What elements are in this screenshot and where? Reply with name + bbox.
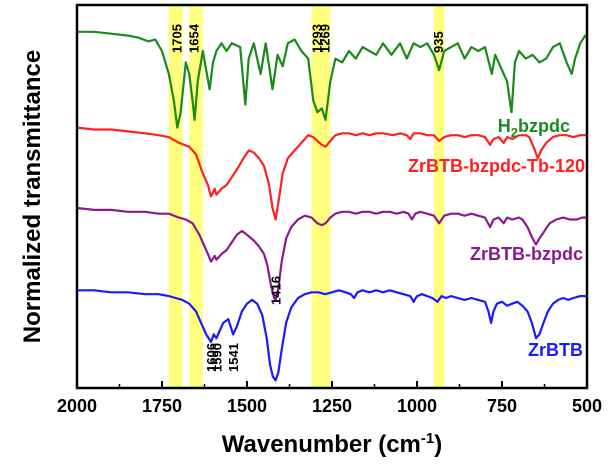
band-label-3: 1269	[318, 24, 333, 53]
highlight-band-0	[168, 5, 183, 388]
y-axis-title: Normalized transmittance	[19, 50, 46, 343]
series-line-3	[77, 289, 587, 382]
band-label-4: 935	[431, 31, 446, 53]
x-tick-label-5: 750	[487, 396, 517, 416]
peak-label-3: 1416	[269, 276, 284, 305]
x-tick-label-1: 1750	[142, 396, 182, 416]
peak-label-1: 1590	[209, 343, 224, 372]
series-label-0: H2bzpdc	[498, 116, 570, 140]
x-tick-label-0: 2000	[57, 396, 97, 416]
x-tick-label-3: 1250	[312, 396, 352, 416]
peak-label-2: 1541	[226, 343, 241, 372]
band-label-2: 1293	[309, 24, 324, 53]
x-tick-label-4: 1000	[397, 396, 437, 416]
series-labels: H2bzpdc ZrBTB-bzpdc-Tb-120 ZrBTB-bzpdc ZrBT…	[408, 116, 585, 360]
series-label-2: ZrBTB-bzpdc	[470, 244, 583, 264]
band-label-0: 1705	[169, 24, 184, 53]
highlight-band-3	[434, 5, 445, 388]
band-label-1: 1654	[187, 23, 202, 53]
plot-frame	[75, 3, 589, 390]
series-label-1: ZrBTB-bzpdc-Tb-120	[408, 156, 585, 176]
series-line-0	[77, 30, 587, 129]
x-tick-label-2: 1500	[227, 396, 267, 416]
x-axis-title: Wavenumber (cm-1)	[222, 430, 443, 458]
x-axis-ticks: 2000 1750 1500 1250 1000 750 500	[57, 381, 602, 416]
x-tick-label-6: 500	[572, 396, 602, 416]
series-label-3: ZrBTB	[528, 340, 583, 360]
highlight-band-2	[311, 5, 331, 388]
spectra-lines	[76, 30, 587, 382]
series-line-1	[76, 126, 587, 221]
peak-label-0: 1606	[204, 343, 219, 372]
series-line-2	[76, 206, 587, 301]
